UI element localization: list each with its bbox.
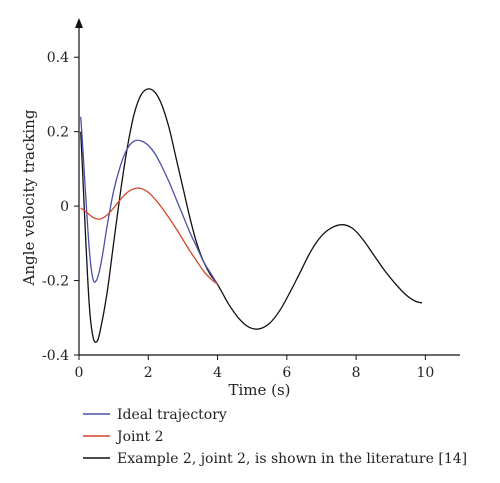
x-tick-label: 4 <box>213 365 222 381</box>
y-tick-label: 0.2 <box>47 125 69 141</box>
series-line-ideal-trajectory <box>80 116 219 285</box>
legend-label: Example 2, joint 2, is shown in the lite… <box>117 451 467 467</box>
y-axis-arrow <box>75 18 83 28</box>
legend: Ideal trajectory Joint 2 Example 2, joint … <box>83 407 467 467</box>
y-tick-label: 0 <box>60 199 69 215</box>
legend-label: Joint 2 <box>115 429 164 445</box>
ticks: 0 2 4 6 8 10 -0.4 -0.2 0 0.2 0.4 <box>42 50 434 381</box>
x-tick-label: 6 <box>282 365 291 381</box>
legend-item-example-2-literature: Example 2, joint 2, is shown in the lite… <box>83 451 467 467</box>
series-line-joint-2 <box>80 187 218 285</box>
series-lines <box>80 88 423 343</box>
y-axis-title: Angle velocity tracking <box>20 109 38 286</box>
y-tick-label: 0.4 <box>47 50 69 66</box>
legend-label: Ideal trajectory <box>117 407 227 423</box>
y-tick-label: -0.4 <box>42 348 69 364</box>
axes <box>75 18 460 356</box>
x-tick-label: 2 <box>144 365 153 381</box>
x-tick-label: 8 <box>352 365 361 381</box>
y-tick-label: -0.2 <box>42 274 69 290</box>
series-line-example-2-literature <box>80 88 423 343</box>
x-axis-title: Time (s) <box>228 381 290 399</box>
legend-item-ideal-trajectory: Ideal trajectory <box>83 407 227 423</box>
x-tick-label: 10 <box>416 365 434 381</box>
x-tick-label: 0 <box>75 365 84 381</box>
legend-item-joint-2: Joint 2 <box>83 429 164 445</box>
